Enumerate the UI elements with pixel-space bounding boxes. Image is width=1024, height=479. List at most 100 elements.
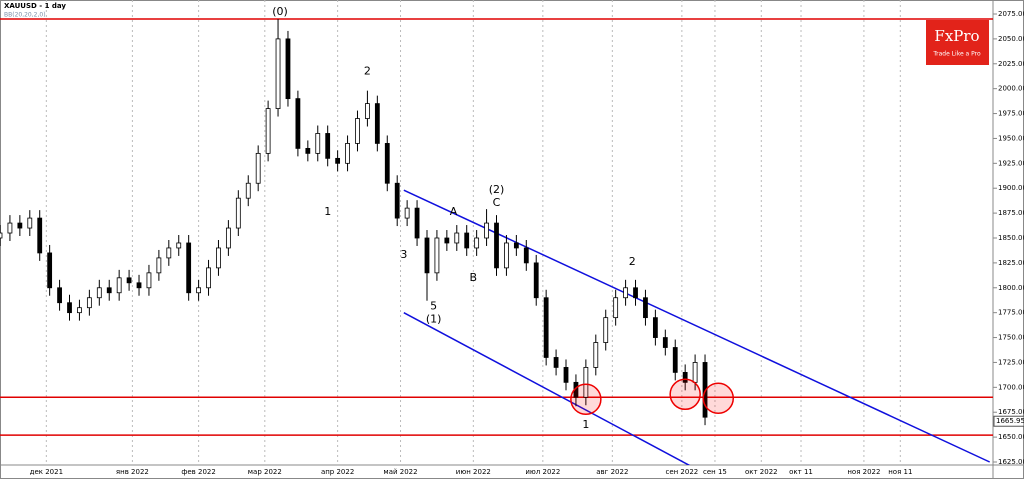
x-tick-label: сен 15 [703,468,727,476]
logo-tagline: Trade Like a Pro [932,51,981,58]
logo-box [926,20,989,65]
candle-body [623,287,628,299]
highlight-circle [570,383,602,416]
candle-body [494,222,499,269]
wave-label: 2 [629,255,636,268]
candle-body [47,252,53,289]
candle-body [146,272,152,289]
candle-body [563,367,569,383]
candle-body [285,38,291,100]
candle-body [355,118,360,144]
chart-title: XAUUSD - 1 day [4,2,66,10]
y-tick-label: 1925.00 [998,159,1024,167]
candle-body [484,222,489,239]
y-tick-label: 1625.00 [998,458,1024,466]
candle-body [523,247,529,264]
wave-label: 2 [364,65,371,78]
highlight-circle [702,382,735,415]
candle-body [67,302,72,314]
candle-body [206,267,211,289]
y-tick-label: 1750.00 [998,334,1024,342]
y-tick-label: 1675.00 [998,408,1024,416]
y-tick-label: 1825.00 [998,259,1024,267]
candle-body [682,371,688,383]
candle-body [345,143,350,164]
trend-line [403,189,991,463]
candle-body [474,237,480,249]
candle-body [583,367,589,398]
y-tick-label: 1700.00 [998,383,1024,391]
candle-body [593,342,599,368]
candle-body [106,287,112,294]
wave-label: A [450,205,458,218]
x-tick-label: июн 2022 [456,468,491,476]
candle-body [166,247,172,259]
candle-body [136,282,142,289]
x-tick-label: ноя 11 [888,468,912,476]
candle-body [265,108,271,154]
candle-body [57,287,62,304]
logo-name: FxPro [934,27,979,45]
candle-body [365,103,370,119]
candle-body [126,277,132,284]
candle-body [37,217,43,254]
y-tick-label: 1900.00 [998,184,1024,192]
x-tick-label: май 2022 [383,468,417,476]
candle-body [504,242,509,269]
candle-body [444,237,450,244]
x-tick-label: окт 2022 [745,468,778,476]
candle-body [235,197,241,229]
x-tick-label: ноя 2022 [847,468,880,476]
wave-label: 1 [582,418,589,431]
candle-body [553,357,559,368]
candle-body [27,217,33,229]
last-price-box [993,415,1024,427]
candle-body [196,287,202,294]
candle-body [245,182,251,199]
x-tick-label: дек 2021 [30,468,63,476]
x-tick-label: июл 2022 [525,468,560,476]
y-tick-label: 1775.00 [998,309,1024,317]
candle-body [225,227,231,249]
candle-body [672,347,678,373]
candle-body [335,157,341,164]
x-tick-label: апр 2022 [321,468,354,476]
candle-body [543,297,549,358]
candle-body [424,237,430,274]
candle-body [662,337,668,348]
candle-body [394,182,400,219]
candle-body [275,38,281,109]
wave-label: 1 [324,205,331,218]
candle-body [434,237,440,274]
wave-label: B [470,271,478,284]
candle-body [613,297,619,319]
highlight-circle [669,378,701,411]
y-tick-label: 1875.00 [998,209,1024,217]
candle-body [633,287,638,299]
x-tick-label: окт 11 [789,468,813,476]
candle-body [643,297,648,319]
x-tick-label: фев 2022 [181,468,215,476]
candle-body [305,147,311,154]
last-price-label: 1665.95 [996,417,1024,425]
candle-body [96,287,102,299]
candle-body [374,103,380,144]
candle-body [216,247,221,269]
candle-body [533,262,539,299]
trend-line [403,312,691,465]
y-tick-label: 2050.00 [998,35,1024,43]
indicator-label: BB(20,20,2,0) [4,12,46,19]
y-tick-label: 1650.00 [998,433,1024,441]
candle-body [404,207,410,219]
candle-body [325,133,331,159]
candle-body [454,232,460,244]
wave-label: (1) [426,313,442,326]
y-tick-label: 2000.00 [998,85,1024,93]
wave-label: 3 [400,248,407,261]
y-tick-label: 1725.00 [998,358,1024,366]
candle-body [0,232,3,239]
candle-body [652,317,658,338]
y-tick-label: 2075.00 [998,10,1024,18]
candle-body [384,143,390,184]
